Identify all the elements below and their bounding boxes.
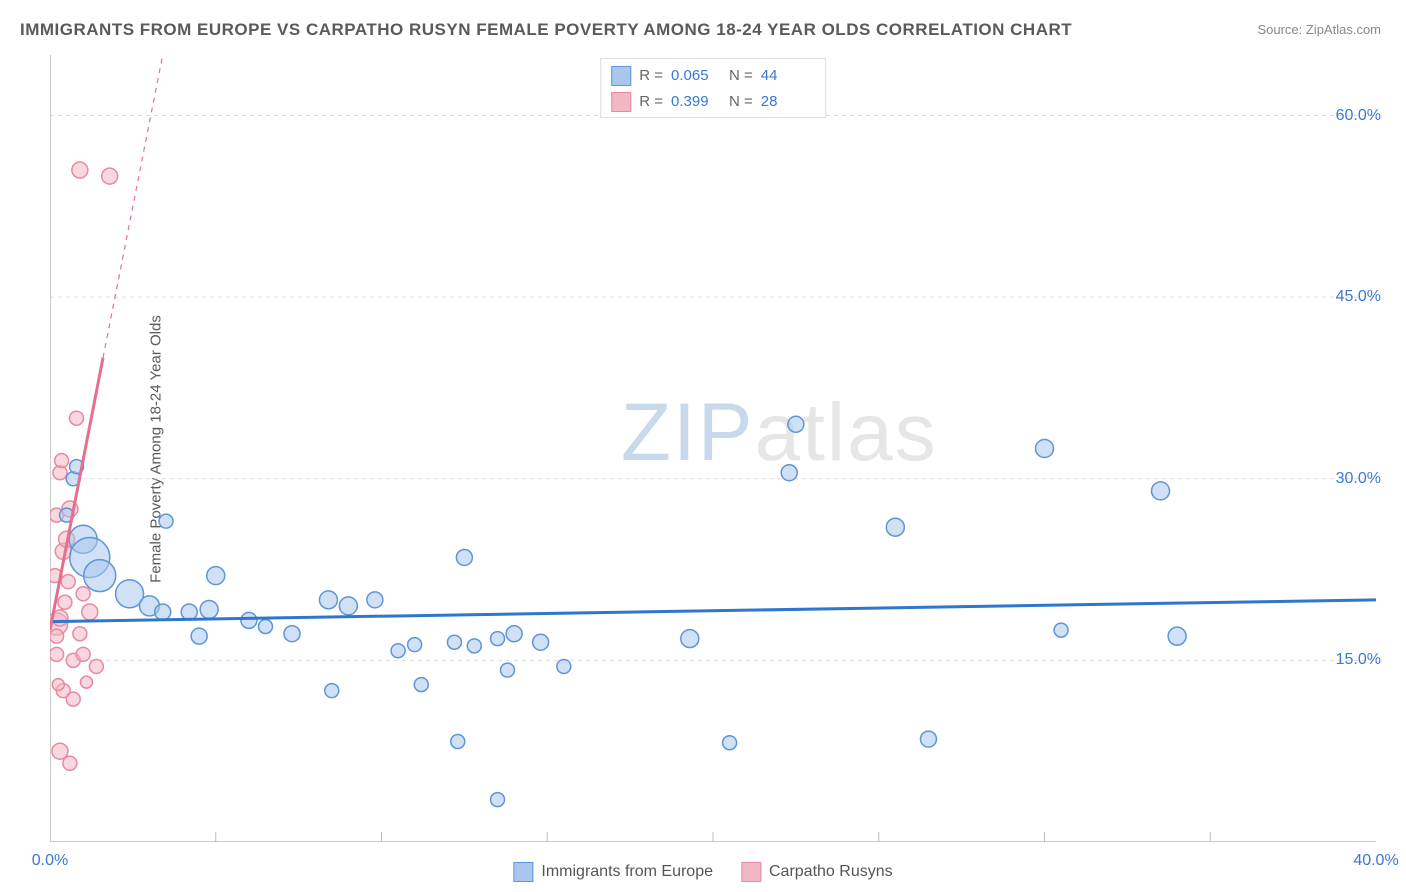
r-value-series-1: 0.399 — [671, 89, 721, 115]
legend-swatch-series-1 — [611, 92, 631, 112]
r-label: R = — [639, 63, 663, 89]
legend-label-1: Carpatho Rusyns — [769, 863, 893, 881]
r-value-series-0: 0.065 — [671, 63, 721, 89]
series-legend: Immigrants from Europe Carpatho Rusyns — [513, 862, 892, 882]
scatter-plot — [50, 55, 1376, 842]
legend-row-series-0: R = 0.065 N = 44 — [611, 63, 811, 89]
y-tick-label: 15.0% — [1336, 651, 1381, 669]
legend-swatch-0 — [513, 862, 533, 882]
x-tick-label: 40.0% — [1353, 852, 1398, 870]
chart-title: IMMIGRANTS FROM EUROPE VS CARPATHO RUSYN… — [20, 20, 1072, 40]
n-value-series-0: 44 — [761, 63, 811, 89]
y-tick-label: 60.0% — [1336, 107, 1381, 125]
correlation-legend: R = 0.065 N = 44 R = 0.399 N = 28 — [600, 58, 826, 118]
r-label: R = — [639, 89, 663, 115]
source-attribution: Source: ZipAtlas.com — [1257, 22, 1381, 37]
legend-item-0: Immigrants from Europe — [513, 862, 713, 882]
legend-label-0: Immigrants from Europe — [541, 863, 713, 881]
legend-item-1: Carpatho Rusyns — [741, 862, 893, 882]
y-tick-label: 45.0% — [1336, 288, 1381, 306]
n-value-series-1: 28 — [761, 89, 811, 115]
legend-swatch-1 — [741, 862, 761, 882]
chart-area: Female Poverty Among 18-24 Year Olds ZIP… — [50, 55, 1376, 842]
x-tick-label: 0.0% — [32, 852, 68, 870]
y-tick-label: 30.0% — [1336, 470, 1381, 488]
n-label: N = — [729, 89, 753, 115]
legend-swatch-series-0 — [611, 66, 631, 86]
legend-row-series-1: R = 0.399 N = 28 — [611, 89, 811, 115]
n-label: N = — [729, 63, 753, 89]
